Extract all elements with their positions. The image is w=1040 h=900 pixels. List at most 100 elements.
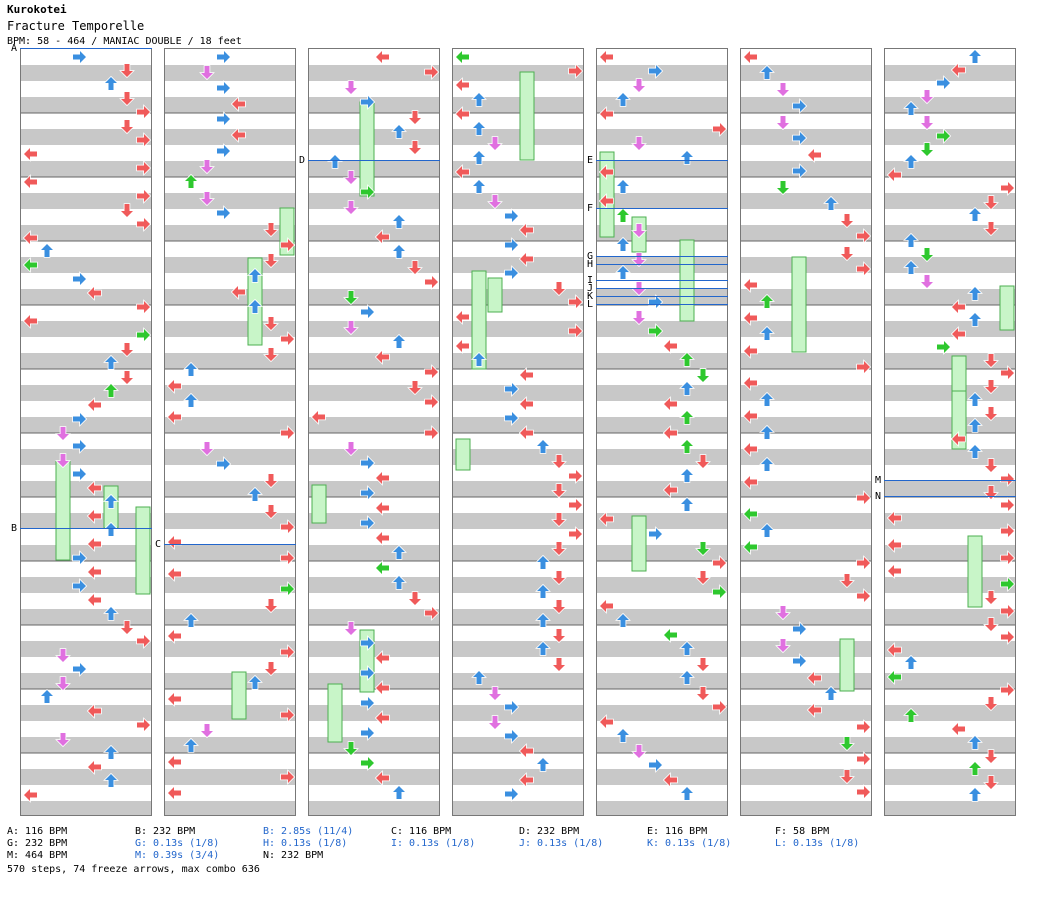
beat-stripe [885,705,1015,721]
beat-stripe [885,513,1015,529]
down-arrow-note [103,744,119,760]
beat-stripe [885,769,1015,785]
beat-stripe [885,609,1015,625]
legend-entry: B: 232 BPM [135,826,196,837]
up-arrow-note [199,159,215,175]
beat-stripe [597,641,727,657]
beat-stripe [21,801,151,815]
down-arrow-note [471,669,487,685]
down-arrow-note [615,264,631,280]
left-arrow-note [950,62,966,78]
up-arrow-note [631,252,647,268]
beat-stripe [21,417,151,433]
right-arrow-note [72,550,88,566]
left-arrow-note [662,338,678,354]
right-arrow-note [568,497,583,513]
speed-change-line [20,48,152,49]
right-arrow-note [424,364,439,380]
right-arrow-note [72,466,88,482]
beat-stripe [597,97,727,113]
up-arrow-note [343,170,359,186]
down-arrow-note [39,242,55,258]
chart-column [452,48,584,816]
beat-stripe [741,577,871,593]
left-arrow-note [230,96,246,112]
beat-stripe [165,641,295,657]
beat-stripe [597,481,727,497]
up-arrow-note [119,342,135,358]
freeze-arrow [839,638,855,692]
right-arrow-note [360,725,376,741]
beat-stripe [885,353,1015,369]
up-arrow-note [983,749,999,765]
right-arrow-note [856,555,871,571]
beat-stripe [309,385,439,401]
right-arrow-note [136,717,151,733]
up-arrow-note [407,260,423,276]
up-arrow-note [775,605,791,621]
beat-stripe [885,97,1015,113]
speed-change-marker-label: A [11,43,18,54]
beat-stripe [597,257,727,273]
right-arrow-note [504,410,520,426]
freeze-arrow [471,270,487,370]
beat-stripe [453,161,583,177]
left-arrow-note [742,539,758,555]
up-arrow-note [919,247,935,263]
right-arrow-note [568,323,583,339]
left-arrow-note [742,310,758,326]
freeze-arrow [55,460,71,561]
right-arrow-note [1000,682,1015,698]
down-arrow-note [759,325,775,341]
right-arrow-note [280,644,295,660]
down-arrow-note [903,707,919,723]
left-arrow-note [950,299,966,315]
beat-stripe [165,673,295,689]
right-arrow-note [360,304,376,320]
right-arrow-note [504,265,520,281]
right-arrow-note [936,339,952,355]
up-arrow-note [199,723,215,739]
left-arrow-note [374,470,390,486]
down-arrow-note [967,734,983,750]
right-arrow-note [1000,550,1015,566]
right-arrow-note [856,261,871,277]
freeze-arrow [951,355,967,392]
up-arrow-note [119,203,135,219]
down-arrow-note [679,409,695,425]
freeze-arrow [359,101,375,197]
beat-stripe [165,769,295,785]
up-arrow-note [343,741,359,757]
left-arrow-note [742,277,758,293]
right-arrow-note [360,455,376,471]
up-arrow-note [551,483,567,499]
left-arrow-note [166,534,182,550]
beat-stripe [597,161,727,177]
right-arrow-note [856,784,871,800]
down-arrow-note [759,293,775,309]
beat-stripe [21,257,151,273]
legend-entry: M: 464 BPM [7,850,68,861]
left-arrow-note [166,409,182,425]
left-arrow-note [22,230,38,246]
right-arrow-note [424,274,439,290]
right-arrow-note [216,456,232,472]
down-arrow-note [183,612,199,628]
beat-stripe [453,449,583,465]
up-arrow-note [839,736,855,752]
chart-column [20,48,152,816]
beat-stripe [741,417,871,433]
beat-stripe [885,161,1015,177]
left-arrow-note [374,680,390,696]
right-arrow-note [856,588,871,604]
left-arrow-note [518,743,534,759]
beat-stripe [309,545,439,561]
beat-stripe [885,801,1015,815]
beat-stripe [741,737,871,753]
down-arrow-note [615,207,631,223]
beat-stripe [597,193,727,209]
left-arrow-note [230,284,246,300]
right-arrow-note [360,94,376,110]
left-arrow-note [86,397,102,413]
down-arrow-note [391,544,407,560]
